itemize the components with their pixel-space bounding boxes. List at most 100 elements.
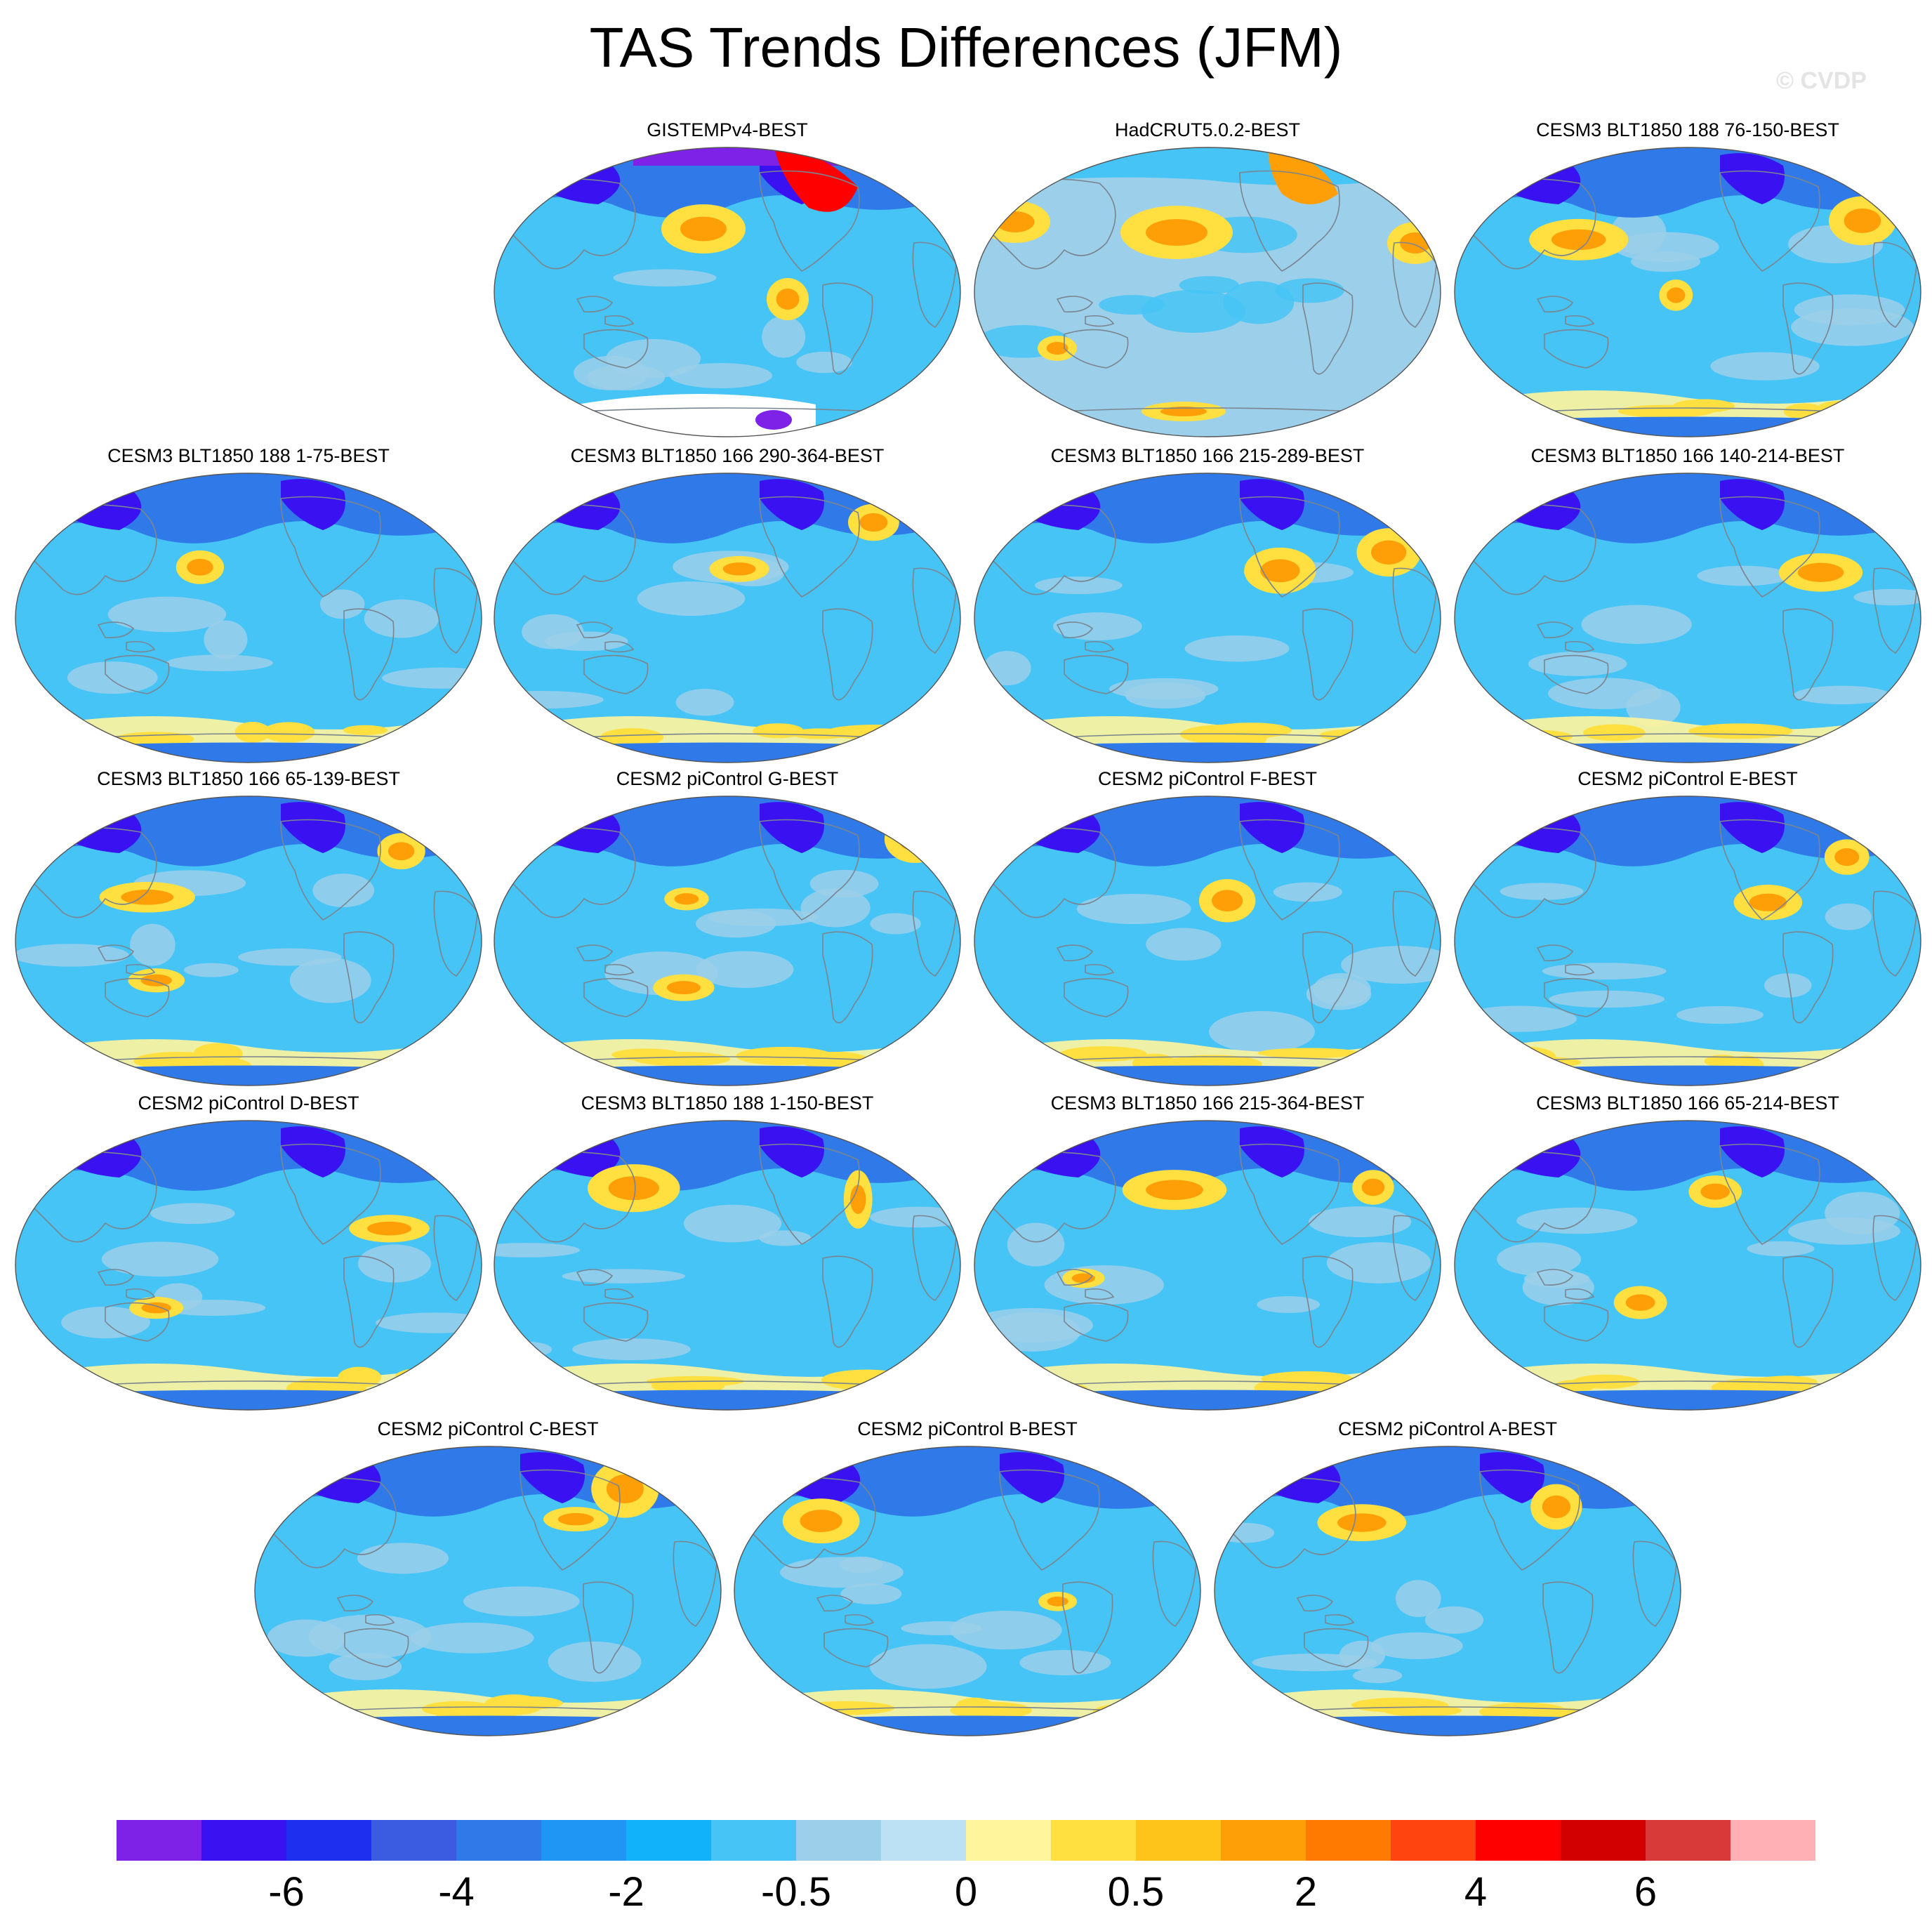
antarctic-margin (974, 1065, 1441, 1086)
anomaly-patch (1184, 635, 1290, 662)
colorbar-swatch (626, 1820, 712, 1861)
colorbar-swatch (286, 1820, 372, 1861)
world-map (1214, 1446, 1681, 1736)
antarctic-cool-anomaly (755, 410, 792, 430)
world-map (15, 796, 482, 1086)
anomaly-patch (1500, 883, 1584, 900)
panel-title: CESM3 BLT1850 188 1-75-BEST (107, 445, 390, 466)
anomaly-patch (696, 951, 794, 988)
maritime-continent-outline (1536, 621, 1595, 653)
colorbar-swatch (1646, 1820, 1731, 1861)
map-panel: CESM3 BLT1850 188 76-150-BEST (1453, 118, 1922, 441)
warm-anomaly-core (1146, 1180, 1203, 1200)
warm-anomaly-core (141, 1302, 171, 1314)
colorbar-tick-label: 0.5 (1107, 1869, 1165, 1915)
anomaly-patch (950, 1611, 1062, 1650)
warm-anomaly-core (1834, 847, 1860, 866)
southern-warm-anomaly (1818, 400, 1865, 414)
siberia-cool-core (1495, 156, 1581, 204)
warm-anomaly-core (1337, 1513, 1387, 1532)
southern-warm-anomaly (1468, 731, 1569, 744)
north-america-outline (520, 1469, 621, 1571)
world-map (734, 1446, 1201, 1736)
anomaly-patch (1697, 565, 1790, 586)
colorbar-swatch (1051, 1820, 1137, 1861)
australia-outline (105, 977, 170, 1017)
north-america-cool-core (281, 479, 345, 530)
world-map (494, 796, 961, 1086)
anomaly-patch (1257, 1296, 1321, 1314)
siberia-cool-core (56, 482, 142, 530)
map-panel: GISTEMPv4-BEST (493, 118, 962, 441)
south-america-outline (343, 1255, 395, 1348)
north-america-cool-core (281, 1126, 345, 1178)
map-border (494, 473, 961, 763)
map-border (1214, 1446, 1681, 1736)
warm-anomaly-core (1071, 1273, 1095, 1284)
southern-warm-anomaly (1583, 724, 1646, 741)
warm-anomaly-core (1797, 562, 1844, 582)
anomaly-patch (1035, 576, 1123, 595)
south-america-outline (822, 608, 873, 701)
siberia-cool-core (1015, 482, 1101, 530)
anomaly-patch (1146, 928, 1222, 961)
arctic-warm-anomaly (774, 147, 858, 212)
australia-outline (1064, 977, 1129, 1017)
asia-outline (267, 1477, 397, 1569)
warm-anomaly-core (1046, 342, 1068, 355)
map-border (1454, 147, 1921, 437)
north-america-cool-core (760, 1126, 824, 1178)
anomaly-patch (463, 1586, 580, 1617)
southern-warm-anomaly (600, 727, 664, 747)
map-panel: CESM3 BLT1850 166 215-289-BEST (973, 444, 1442, 767)
map-border (974, 147, 1441, 437)
anomaly-patch (983, 651, 1031, 686)
maritime-continent-outline (1056, 296, 1115, 327)
antarctic-margin (1455, 416, 1921, 437)
anomaly-patch (548, 1641, 642, 1682)
warm-anomaly-core (1212, 890, 1243, 912)
warm-anomaly-core (1700, 1183, 1730, 1200)
north-america-cool-core (1720, 479, 1785, 530)
south-america-outline (1782, 931, 1834, 1024)
anomaly-patch (901, 1621, 982, 1635)
siberia-cool-core (535, 482, 621, 530)
north-america-outline (759, 496, 860, 598)
north-america-outline (1719, 170, 1820, 272)
south-america-outline (1302, 931, 1354, 1024)
anomaly-patch (1007, 1222, 1065, 1267)
north-america-outline (759, 170, 860, 272)
asia-outline (1467, 826, 1596, 918)
anomaly-patch (1497, 1242, 1582, 1276)
africa-outline (912, 1215, 957, 1301)
anomaly-patch (1223, 281, 1295, 324)
anomaly-patch (1791, 308, 1914, 346)
south-america-outline (1542, 1581, 1594, 1674)
antarctic-margin (734, 1715, 1200, 1736)
north-america-outline (1239, 819, 1340, 921)
africa-outline (912, 890, 957, 977)
colorbar-swatch (1731, 1820, 1815, 1861)
colorbar-tick-label: 4 (1464, 1869, 1488, 1915)
colorbar-tick-label: 0 (954, 1869, 978, 1915)
world-map (15, 473, 482, 763)
warm-anomaly-core (666, 981, 701, 995)
southern-warm-anomaly (234, 721, 270, 743)
map-border (734, 1446, 1201, 1736)
colorbar-swatch (201, 1820, 287, 1861)
australia-outline (1064, 329, 1129, 369)
map-panel: CESM2 piControl A-BEST (1213, 1417, 1682, 1740)
maritime-continent-outline (1536, 944, 1595, 976)
maritime-continent-outline (336, 1595, 395, 1626)
north-america-outline (1719, 496, 1820, 598)
anomaly-patch (494, 1243, 580, 1258)
north-america-cool-core (520, 1452, 585, 1503)
colorbar-swatch (541, 1820, 627, 1861)
anomaly-patch (1764, 973, 1812, 998)
warm-anomaly-core (367, 1221, 412, 1236)
anomaly-patch (329, 1653, 402, 1680)
antarctic-margin (1215, 1715, 1681, 1736)
map-panel: CESM3 BLT1850 166 215-364-BEST (973, 1091, 1442, 1414)
panel-title: CESM2 piControl B-BEST (857, 1418, 1078, 1439)
anomaly-patch (1626, 688, 1681, 727)
